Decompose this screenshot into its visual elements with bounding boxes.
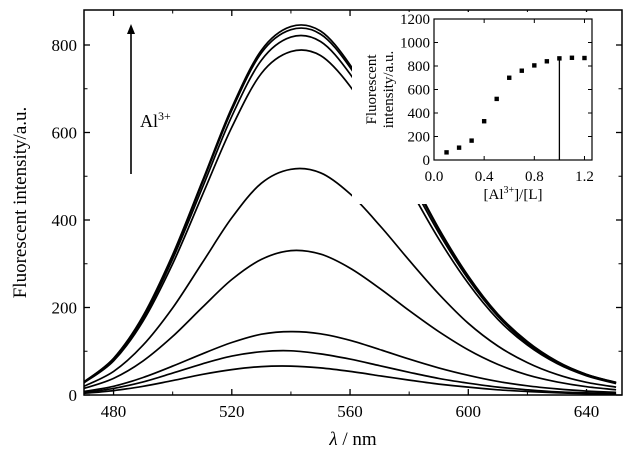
emission-curve-9 — [83, 24, 617, 384]
inset-data-point — [507, 75, 512, 80]
main-plot-frame — [83, 9, 623, 396]
inset-y-tick-label: 0 — [423, 153, 431, 169]
up-arrow-head — [127, 24, 135, 34]
emission-curve-2 — [83, 349, 617, 395]
y-tick-label: 200 — [52, 299, 78, 318]
x-tick-label: 640 — [574, 402, 600, 421]
al-label: Al3+ — [140, 109, 171, 131]
main-curves — [83, 24, 617, 395]
main-x-axis-title: λ / nm — [328, 429, 377, 450]
inset-content: 0 200 400 600 800 1000 1200 0.0 0.4 0.8 1.2 — [400, 12, 594, 185]
inset-data-point — [569, 55, 575, 60]
inset-data-point — [582, 55, 587, 61]
inset-y-tick-label: 1000 — [400, 36, 430, 52]
inset-y-tick-label: 600 — [408, 83, 431, 99]
inset-data-point — [444, 150, 449, 155]
inset-data-point — [519, 68, 524, 73]
inset-x-axis-title: [Al3+]/[L] — [484, 185, 543, 203]
x-tick-label: 520 — [219, 402, 245, 421]
x-tick-label: 560 — [337, 402, 363, 421]
inset-y-tick-label: 1200 — [400, 12, 430, 28]
main-y-axis-title: Fluorescent intensity/a.u. — [10, 107, 31, 299]
inset-data-point — [544, 59, 550, 64]
inset-y-tick-label: 200 — [408, 130, 431, 146]
inset-x-tick-label: 1.2 — [575, 169, 594, 185]
y-tick-label: 800 — [52, 36, 78, 55]
emission-curve-5 — [83, 167, 617, 388]
inset-data-point — [481, 119, 487, 124]
inset-plot: 0 200 400 600 800 1000 1200 0.0 0.4 0.8 1.2 [Al3+]… — [352, 12, 602, 204]
main-plot: 480 520 560 600 640 0 200 400 600 800 Al3+ Fluore… — [10, 9, 623, 450]
y-tick-label: 600 — [52, 124, 78, 143]
inset-y-tick-label: 400 — [408, 106, 431, 122]
inset-y-tick-label: 800 — [408, 59, 431, 75]
inset-x-tick-label: 0.4 — [475, 169, 494, 185]
inset-x-tick-label: 0.8 — [525, 169, 544, 185]
inset-data-point — [557, 56, 562, 61]
inset-data-point — [532, 63, 537, 68]
emission-curve-4 — [83, 249, 617, 391]
y-tick-label: 0 — [69, 386, 78, 405]
inset-data-point — [469, 138, 474, 143]
x-tick-label: 600 — [456, 402, 482, 421]
inset-x-tick-label: 0.0 — [425, 169, 444, 185]
emission-curve-3 — [83, 330, 617, 394]
inset-data-point — [494, 96, 499, 102]
y-tick-label: 400 — [52, 211, 78, 230]
emission-curve-6 — [83, 49, 617, 385]
x-tick-label: 480 — [101, 402, 127, 421]
al-arrow-annotation: Al3+ — [127, 24, 171, 174]
inset-background — [352, 12, 602, 204]
inset-data-point — [456, 145, 462, 150]
inset-y-axis-title: Fluorescentintensity/a.u. — [364, 51, 397, 129]
